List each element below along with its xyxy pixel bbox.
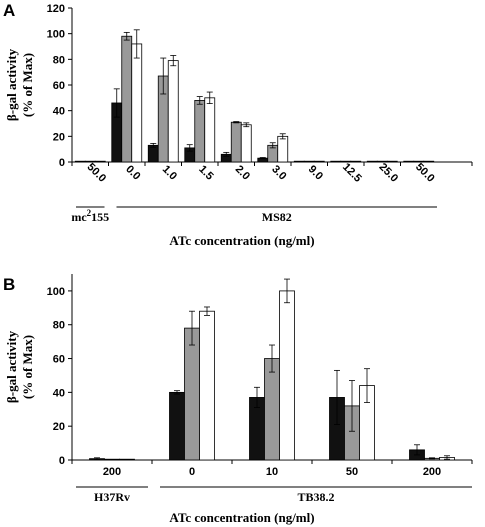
group-label: H37Rv [94, 490, 130, 504]
bar [264, 358, 280, 461]
chart-panel-a: Aβ-gal activity (% of Max) 0 20 40 60 80 100 120… [3, 1, 473, 248]
bar [121, 35, 133, 163]
bar [199, 310, 215, 461]
group-label: MS82 [262, 210, 292, 224]
bar [167, 60, 179, 163]
bar [279, 290, 295, 461]
bar [366, 160, 378, 163]
y-tick-label: 120 [47, 3, 65, 15]
y-tick-label: 80 [53, 320, 65, 332]
y-axis-label: β-gal activity [4, 48, 19, 121]
x-axis-label: ATc concentration (ng/ml) [169, 233, 314, 248]
x-tick-label: 1.5 [196, 163, 215, 182]
x-tick-label: 0.0 [123, 163, 142, 182]
x-tick-label: 25.0 [377, 161, 401, 185]
x-tick-label: 200 [423, 466, 441, 478]
y-axis-label: β-gal activity [4, 330, 19, 403]
y-tick-label: 0 [59, 157, 65, 169]
bar [403, 160, 415, 163]
y-tick-label: 100 [47, 29, 65, 41]
y-tick-label: 20 [53, 421, 65, 433]
x-tick-label: 2.0 [233, 163, 252, 182]
bar [423, 160, 435, 163]
bar [104, 458, 120, 461]
bar [330, 160, 342, 163]
bar [386, 160, 398, 163]
x-tick-label: 0 [189, 466, 195, 478]
x-tick-label: 3.0 [269, 163, 288, 182]
y-tick-label: 0 [59, 455, 65, 467]
x-tick-label: 12.5 [340, 161, 364, 185]
x-axis-label: ATc concentration (ng/ml) [169, 510, 314, 525]
bar [147, 144, 159, 163]
bar [277, 135, 289, 163]
bar [293, 160, 305, 163]
x-tick-label: 10 [266, 466, 278, 478]
y-tick-label: 40 [53, 106, 65, 118]
bar [350, 160, 362, 163]
panel-label: B [3, 275, 15, 294]
y-axis-label-units: (% of Max) [20, 335, 35, 399]
y-tick-label: 40 [53, 387, 65, 399]
y-axis-label-units: (% of Max) [20, 53, 35, 117]
bar [313, 160, 325, 163]
group-label: TB38.2 [297, 490, 334, 504]
bar [74, 160, 86, 163]
bar [204, 97, 216, 163]
y-tick-label: 60 [53, 354, 65, 366]
x-tick-label: 50.0 [413, 161, 437, 185]
bar [240, 124, 252, 163]
y-tick-label: 20 [53, 131, 65, 143]
y-tick-label: 60 [53, 80, 65, 92]
bar [184, 327, 200, 461]
bar [131, 43, 143, 163]
y-tick-label: 80 [53, 54, 65, 66]
x-tick-label: 200 [103, 466, 121, 478]
panel-label: A [3, 1, 15, 20]
bar [194, 100, 206, 163]
x-tick-label: 50.0 [85, 161, 109, 185]
y-tick-label: 100 [47, 286, 65, 298]
bar [303, 160, 315, 163]
bar [230, 121, 242, 163]
bar [94, 160, 106, 163]
chart-panel-b: Bβ-gal activity (% of Max)020406080100200… [3, 274, 473, 525]
group-label: mc2155 [71, 208, 109, 224]
bar [119, 458, 135, 461]
x-tick-label: 1.0 [160, 163, 179, 182]
x-tick-label: 50 [346, 466, 358, 478]
x-tick-label: 9.0 [306, 163, 325, 182]
bar [169, 391, 185, 461]
